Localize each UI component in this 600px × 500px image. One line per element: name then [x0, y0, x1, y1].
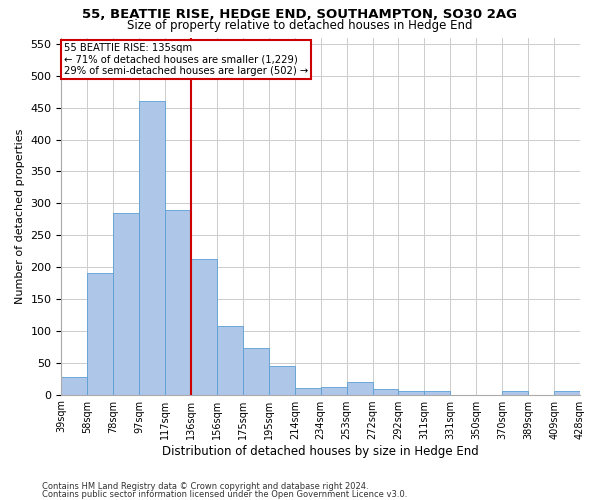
- Bar: [424, 392, 451, 394]
- Bar: [502, 392, 528, 394]
- Bar: [347, 382, 373, 394]
- Bar: [61, 376, 88, 394]
- Bar: [165, 210, 191, 394]
- X-axis label: Distribution of detached houses by size in Hedge End: Distribution of detached houses by size …: [163, 444, 479, 458]
- Bar: [269, 366, 295, 394]
- Bar: [88, 274, 113, 394]
- Bar: [191, 259, 217, 394]
- Text: 55 BEATTIE RISE: 135sqm
← 71% of detached houses are smaller (1,229)
29% of semi: 55 BEATTIE RISE: 135sqm ← 71% of detache…: [64, 43, 308, 76]
- Bar: [554, 392, 580, 394]
- Text: Contains HM Land Registry data © Crown copyright and database right 2024.: Contains HM Land Registry data © Crown c…: [42, 482, 368, 491]
- Bar: [243, 348, 269, 395]
- Bar: [373, 390, 398, 394]
- Bar: [321, 387, 347, 394]
- Bar: [217, 326, 243, 394]
- Bar: [398, 392, 424, 394]
- Text: Contains public sector information licensed under the Open Government Licence v3: Contains public sector information licen…: [42, 490, 407, 499]
- Bar: [295, 388, 321, 394]
- Y-axis label: Number of detached properties: Number of detached properties: [15, 128, 25, 304]
- Text: 55, BEATTIE RISE, HEDGE END, SOUTHAMPTON, SO30 2AG: 55, BEATTIE RISE, HEDGE END, SOUTHAMPTON…: [83, 8, 517, 20]
- Bar: [139, 102, 165, 395]
- Bar: [113, 213, 139, 394]
- Text: Size of property relative to detached houses in Hedge End: Size of property relative to detached ho…: [127, 19, 473, 32]
